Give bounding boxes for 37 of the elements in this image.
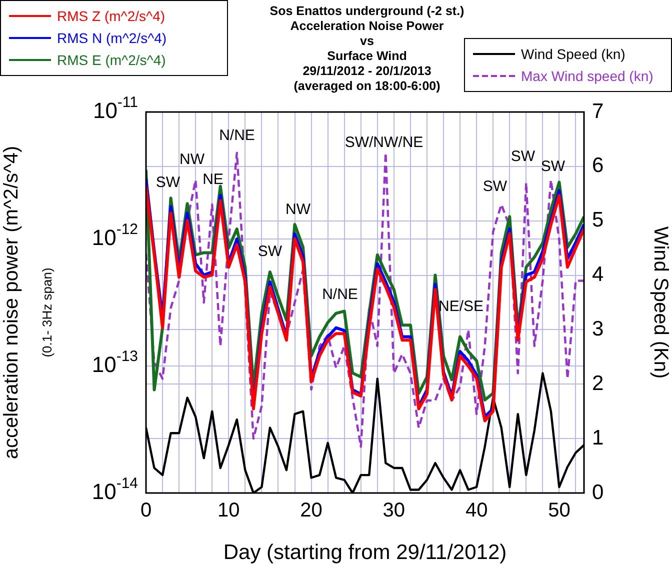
legend-label: RMS E (m^2/s^4) [57, 52, 166, 68]
legend-label: RMS Z (m^2/s^4) [57, 8, 166, 24]
legend-label: Max Wind speed (kn) [521, 68, 654, 84]
y2-tick-label: 6 [592, 154, 604, 178]
x-tick-label: 30 [382, 500, 406, 522]
x-tick-label: 50 [548, 500, 570, 522]
x-axis-title: Day (starting from 29/11/2012) [223, 541, 507, 564]
annotation: SW/NW/NE [344, 134, 424, 152]
y2-tick-label: 3 [592, 318, 604, 341]
y2-tick-label: 2 [592, 372, 604, 395]
annotation: NW [180, 151, 206, 168]
text: (0.1- 3Hz span) [40, 268, 55, 358]
y2-tick-label: 5 [592, 208, 604, 232]
line-series [146, 152, 584, 448]
legend-label: RMS N (m^2/s^4) [57, 30, 167, 46]
chart-title: Sos Enattos underground (-2 st.) Acceleration Noise Power vs Surface Wind 29/11/2012 - 20/1/2013 (averaged on 18:00-6:00) [268, 4, 466, 94]
annotation: SW [258, 243, 283, 260]
y2-tick-label: 1 [592, 426, 604, 450]
annotation: N/NE [322, 286, 358, 304]
annotation: NE [202, 171, 224, 188]
annotation: N/NE [219, 127, 255, 144]
annotation: SW [510, 148, 536, 166]
annotation: SW [482, 178, 508, 196]
y2-tick-label: 4 [592, 263, 604, 286]
x-tick-label: 20 [300, 500, 322, 522]
annotation: SW [156, 174, 181, 192]
x-tick-label: 40 [465, 500, 488, 522]
x-tick-label: 0 [140, 500, 152, 522]
y2-axis-title: Wind Speed (Kn) [649, 226, 672, 379]
annotation: SW [540, 158, 566, 176]
y-axis-title: acceleration noise power (m^2/s^4) [0, 146, 23, 460]
annotation: NE/SE [438, 298, 484, 316]
x-tick-label: 10 [218, 500, 240, 522]
legend-label: Wind Speed (kn) [521, 46, 626, 62]
y2-tick-label: 0 [592, 480, 604, 504]
annotation: NW [286, 201, 312, 218]
y2-tick-label: 7 [592, 100, 604, 123]
